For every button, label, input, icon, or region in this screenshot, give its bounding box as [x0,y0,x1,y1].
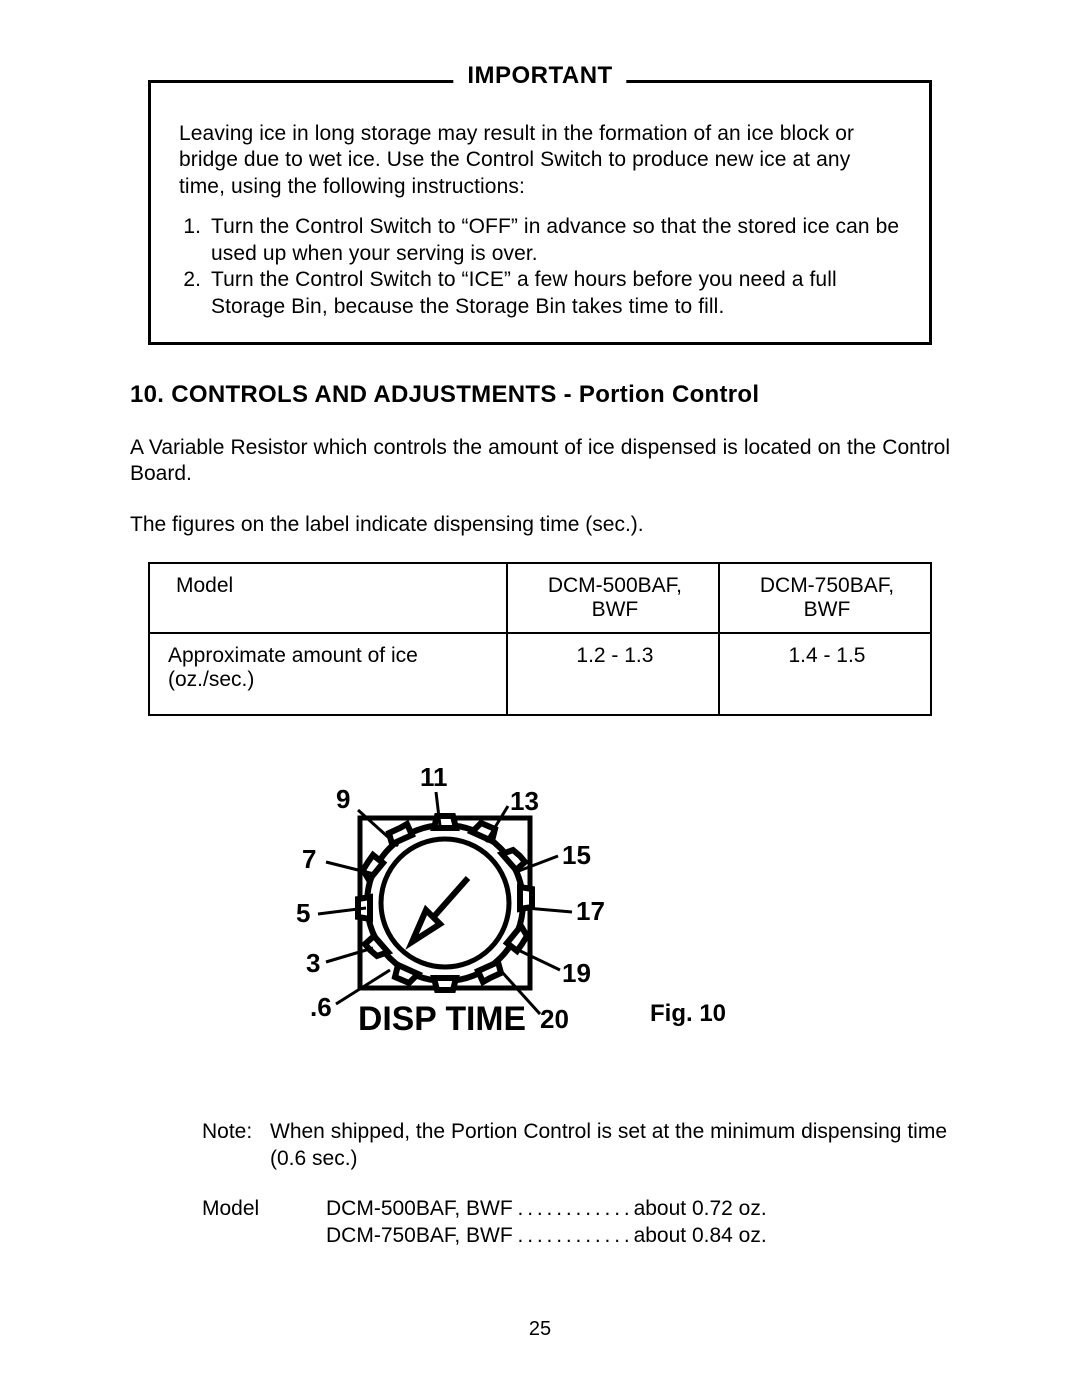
model-2-value: about 0.84 oz. [634,1224,767,1247]
important-list: Turn the Control Switch to “OFF” in adva… [179,214,901,320]
th-dcm750: DCM-750BAF, BWF [719,563,931,633]
table-header-row: Model DCM-500BAF, BWF DCM-750BAF, BWF [149,563,931,633]
dial-num-0-6: .6 [310,992,332,1022]
important-label: IMPORTANT [453,62,626,90]
section-heading: 10. CONTROLS AND ADJUSTMENTS - Portion C… [130,381,950,409]
note-block: Note: When shipped, the Portion Control … [202,1118,950,1173]
dial-num-11: 11 [420,762,448,792]
paragraph-2: The figures on the label indicate dispen… [130,512,950,538]
paragraph-1: A Variable Resistor which controls the a… [130,435,950,488]
page-number: 25 [0,1318,1080,1341]
important-intro: Leaving ice in long storage may result i… [179,121,901,200]
important-item-2: Turn the Control Switch to “ICE” a few h… [207,267,901,320]
td-dcm500: 1.2 - 1.3 [507,633,719,715]
th-model: Model [149,563,507,633]
model-line-2: DCM-750BAF, BWF about 0.84 oz. [326,1222,767,1249]
dial-num-13: 13 [510,786,539,816]
dial-num-5: 5 [296,898,310,928]
disp-time-dial-icon: .6 3 5 7 9 11 13 15 17 19 20 DISP TIME [240,756,620,1056]
dial-num-3: 3 [306,948,320,978]
model-defaults: Model DCM-500BAF, BWF about 0.72 oz. DCM-… [202,1195,950,1250]
important-callout: IMPORTANT Leaving ice in long storage ma… [148,80,932,345]
model-2-name: DCM-750BAF, BWF [326,1224,513,1247]
dial-num-19: 19 [562,958,591,988]
important-item-1: Turn the Control Switch to “OFF” in adva… [207,214,901,267]
td-dcm750: 1.4 - 1.5 [719,633,931,715]
page: IMPORTANT Leaving ice in long storage ma… [0,0,1080,1397]
model-lead: Model [202,1195,326,1222]
table-row: Approximate amount of ice (oz./sec.) 1.2… [149,633,931,715]
important-box: Leaving ice in long storage may result i… [148,80,932,345]
th-dcm500: DCM-500BAF, BWF [507,563,719,633]
note-text: When shipped, the Portion Control is set… [270,1118,950,1173]
dial-num-9: 9 [336,784,350,814]
note-lead: Note: [202,1118,270,1173]
dial-figure: .6 3 5 7 9 11 13 15 17 19 20 DISP TIME F… [130,764,950,1064]
model-1-name: DCM-500BAF, BWF [326,1197,513,1220]
ice-rate-table: Model DCM-500BAF, BWF DCM-750BAF, BWF Ap… [148,562,932,716]
model-line-1: DCM-500BAF, BWF about 0.72 oz. [326,1195,767,1222]
dial-num-17: 17 [576,896,605,926]
figure-caption: Fig. 10 [650,1000,726,1028]
td-label: Approximate amount of ice (oz./sec.) [149,633,507,715]
dial-num-15: 15 [562,840,591,870]
dial-label: DISP TIME [358,1000,526,1038]
model-1-value: about 0.72 oz. [634,1197,767,1220]
dial-num-7: 7 [302,844,316,874]
dial-num-20: 20 [540,1004,569,1034]
